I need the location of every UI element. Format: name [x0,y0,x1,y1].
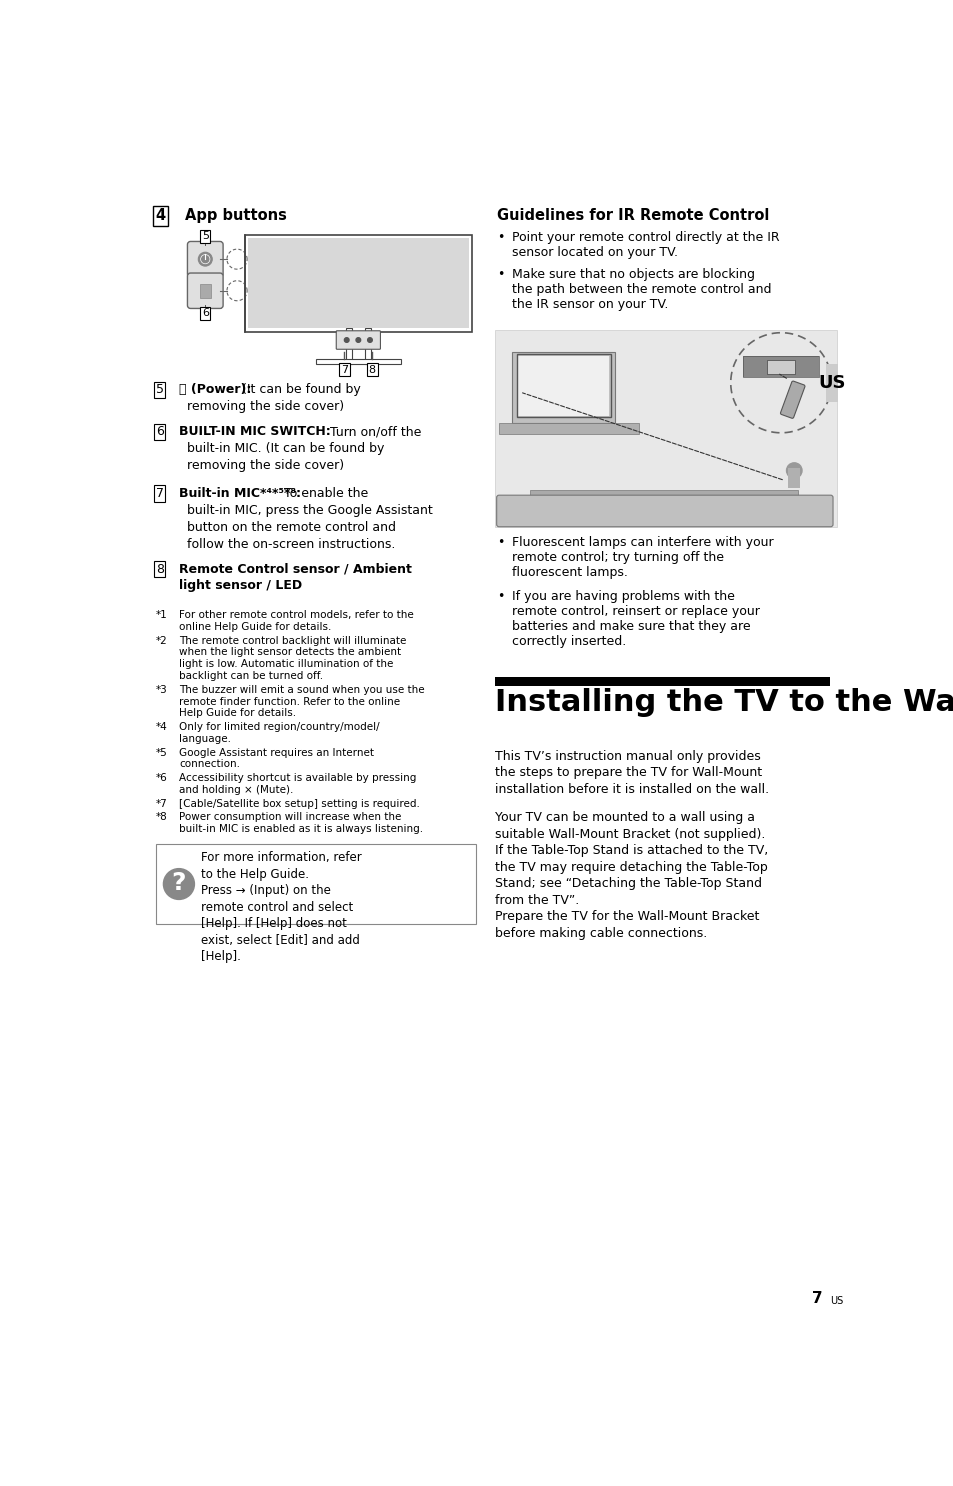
Text: If you are having problems with the
remote control, reinsert or replace your
bat: If you are having problems with the remo… [512,590,760,648]
Circle shape [344,337,349,342]
Text: *7: *7 [155,798,167,808]
FancyBboxPatch shape [780,380,804,419]
Text: 6: 6 [155,425,163,438]
Bar [825,364,838,403]
Text: Remote Control sensor / Ambient: Remote Control sensor / Ambient [179,563,412,575]
Text: ?: ? [172,871,186,895]
Circle shape [367,337,372,342]
Text: ⓔ (Power):: ⓔ (Power): [179,383,251,397]
Text: Google Assistant requires an Internet
connection.: Google Assistant requires an Internet co… [179,747,374,770]
Text: *5: *5 [155,747,167,758]
Text: 8: 8 [155,563,164,575]
Bar [512,352,615,424]
Bar [517,354,610,418]
Text: *6: *6 [155,773,167,783]
Bar [365,328,371,364]
FancyBboxPatch shape [187,273,223,309]
Text: App buttons: App buttons [185,208,287,223]
Bar [742,355,818,377]
Text: button on the remote control and: button on the remote control and [187,522,395,533]
Text: *2: *2 [155,636,167,646]
Text: Built-in MIC*⁴*⁵*⁸:: Built-in MIC*⁴*⁵*⁸: [179,487,300,501]
Circle shape [355,337,360,342]
Text: 5: 5 [202,232,209,241]
Bar [315,360,400,364]
Text: Make sure that no objects are blocking
the path between the remote control and
t: Make sure that no objects are blocking t… [512,267,771,311]
Bar [788,499,794,516]
Text: Your TV can be mounted to a wall using a
suitable Wall-Mount Bracket (not suppli: Your TV can be mounted to a wall using a… [495,811,767,939]
Circle shape [785,462,801,478]
Bar [495,678,829,685]
Text: built-in MIC. (It can be found by: built-in MIC. (It can be found by [187,443,384,455]
Text: Fluorescent lamps can interfere with your
remote control; try turning off the
fl: Fluorescent lamps can interfere with you… [512,536,773,580]
Text: 4: 4 [155,208,166,223]
Text: (It can be found by: (It can be found by [242,383,361,397]
Text: This TV’s instruction manual only provides
the steps to prepare the TV for Wall-: This TV’s instruction manual only provid… [495,749,768,795]
Bar [742,355,818,377]
Text: *8: *8 [155,811,167,822]
Text: Accessibility shortcut is available by pressing
and holding × (Mute).: Accessibility shortcut is available by p… [179,773,416,795]
Circle shape [163,869,194,899]
Text: light sensor / LED: light sensor / LED [179,580,302,593]
Bar [766,361,794,374]
Text: Point your remote control directly at the IR
sensor located on your TV.: Point your remote control directly at th… [512,232,779,260]
Text: To enable the: To enable the [283,487,368,501]
Text: *1: *1 [155,611,167,620]
Text: 5: 5 [155,383,164,397]
Text: 7: 7 [155,487,164,501]
Text: •: • [497,267,503,281]
Text: US: US [818,374,845,392]
Bar [248,238,468,328]
Text: *3: *3 [155,685,167,695]
Text: *4: *4 [155,722,167,733]
Bar [517,355,608,416]
Circle shape [198,253,212,266]
Bar [498,424,638,434]
Text: 7: 7 [811,1291,821,1306]
Bar [533,499,538,516]
Text: 7: 7 [340,364,348,374]
Text: Guidelines for IR Remote Control: Guidelines for IR Remote Control [497,208,768,223]
Bar [530,490,798,499]
Bar [495,330,836,526]
Bar [199,284,211,297]
Text: For more information, refer
to the Help Guide.
Press → (Input) on the
remote con: For more information, refer to the Help … [200,851,361,963]
Text: US: US [829,1296,842,1306]
Text: follow the on-screen instructions.: follow the on-screen instructions. [187,538,395,551]
FancyBboxPatch shape [187,241,223,276]
Bar [155,844,476,924]
Text: [Cable/Satellite box setup] setting is required.: [Cable/Satellite box setup] setting is r… [179,798,419,808]
Text: built-in MIC, press the Google Assistant: built-in MIC, press the Google Assistant [187,504,432,517]
Text: 6: 6 [202,309,209,318]
Text: removing the side cover): removing the side cover) [187,400,343,413]
FancyBboxPatch shape [497,495,832,526]
Bar [245,235,472,331]
Text: BUILT-IN MIC SWITCH:: BUILT-IN MIC SWITCH: [179,425,331,438]
Text: The buzzer will emit a sound when you use the
remote finder function. Refer to t: The buzzer will emit a sound when you us… [179,685,424,718]
Bar [345,328,352,364]
Text: Installing the TV to the Wall: Installing the TV to the Wall [495,688,953,718]
Text: For other remote control models, refer to the
online Help Guide for details.: For other remote control models, refer t… [179,611,414,632]
Text: removing the side cover): removing the side cover) [187,459,343,473]
FancyBboxPatch shape [335,331,380,349]
Text: Turn on/off the: Turn on/off the [330,425,421,438]
Text: •: • [497,590,503,603]
Bar [787,468,800,489]
Text: •: • [497,536,503,548]
Text: Power consumption will increase when the
built-in MIC is enabled as it is always: Power consumption will increase when the… [179,811,422,834]
Text: 8: 8 [369,364,375,374]
Text: •: • [497,232,503,245]
Text: The remote control backlight will illuminate
when the light sensor detects the a: The remote control backlight will illumi… [179,636,406,681]
Text: Only for limited region/country/model/
language.: Only for limited region/country/model/ l… [179,722,379,744]
